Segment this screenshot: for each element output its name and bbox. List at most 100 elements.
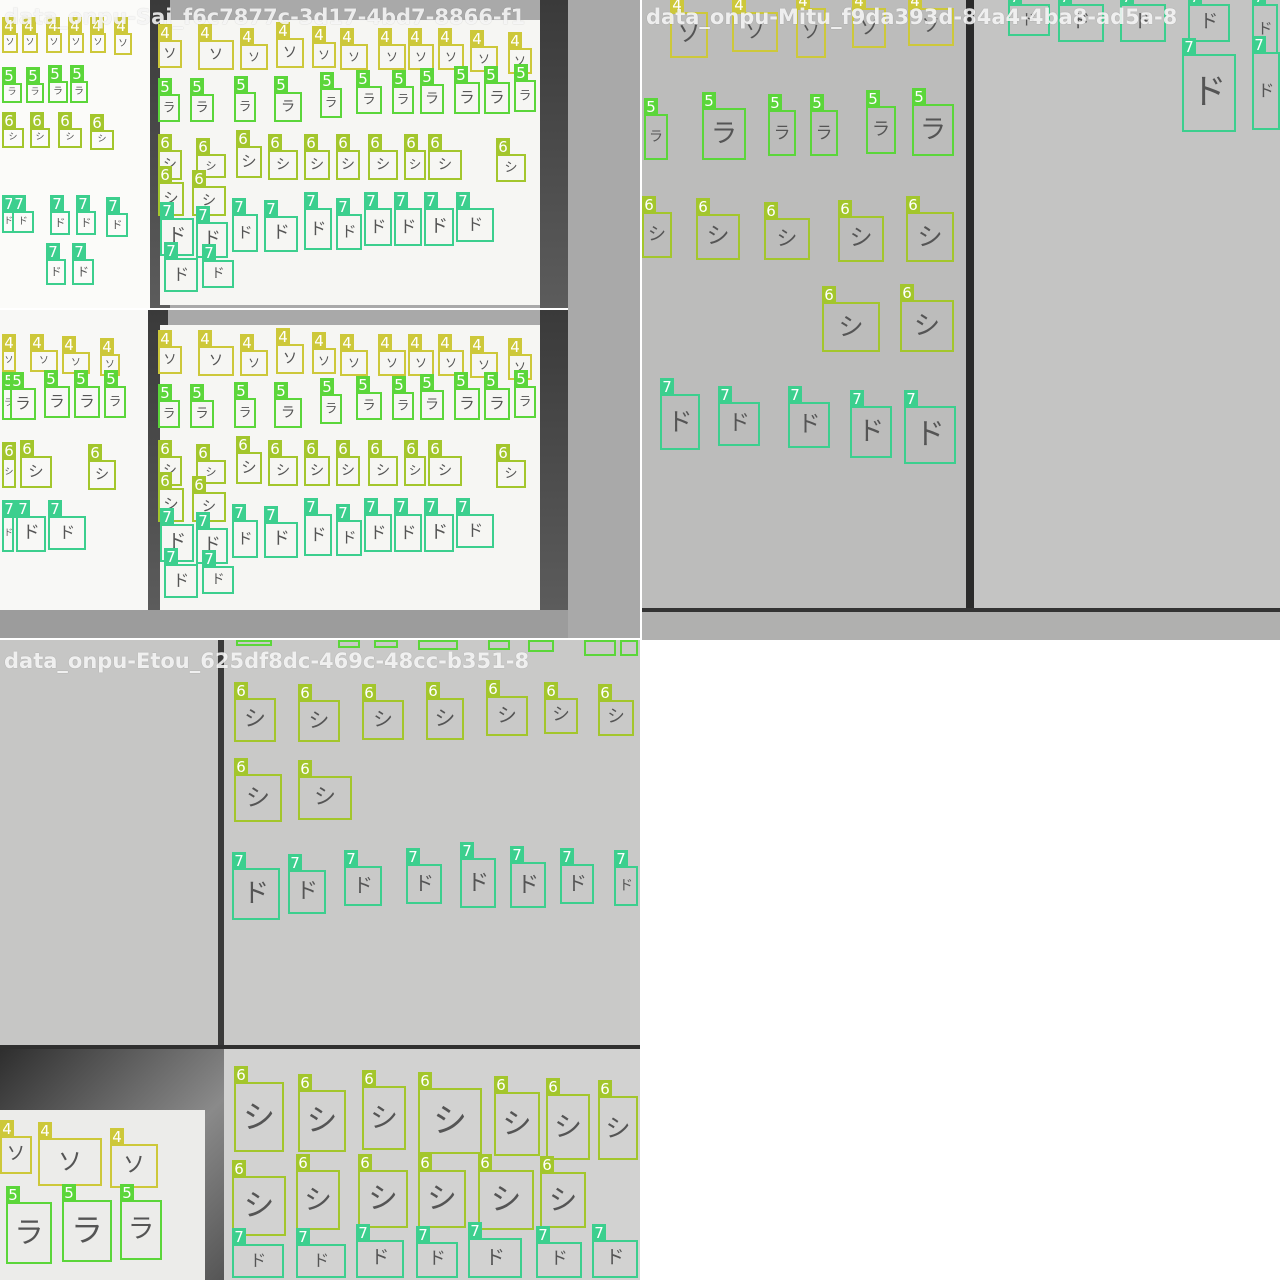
handwritten-glyph: ラ — [71, 1211, 103, 1250]
class-label: 6 — [494, 1076, 508, 1094]
handwritten-glyph: ド — [249, 1250, 267, 1270]
handwritten-glyph: ラ — [238, 98, 252, 114]
class-label: 6 — [30, 112, 44, 130]
detection-box: 5 — [374, 640, 398, 648]
handwritten-glyph: シ — [776, 226, 798, 251]
handwritten-glyph: シ — [849, 225, 873, 252]
class-label: 7 — [164, 242, 178, 260]
handwritten-glyph: ソ — [477, 51, 491, 66]
class-label: 4 — [378, 28, 392, 46]
handwritten-glyph: ラ — [871, 118, 891, 140]
handwritten-glyph: ド — [797, 411, 821, 438]
detection-box: 7ド — [1120, 0, 1166, 42]
handwritten-glyph: ソ — [25, 37, 35, 48]
handwritten-glyph: ド — [550, 1249, 568, 1270]
handwritten-glyph: ド — [309, 218, 327, 239]
class-label: 7 — [2, 500, 16, 518]
class-label: 7 — [456, 498, 470, 516]
class-label: 4 — [508, 32, 522, 50]
class-label: 6 — [234, 682, 248, 700]
class-label: 5 — [392, 70, 406, 88]
handwritten-glyph: ド — [76, 264, 90, 279]
handwritten-glyph: ソ — [317, 353, 331, 368]
handwritten-glyph: ラ — [53, 86, 63, 98]
handwritten-glyph: ド — [466, 869, 490, 896]
handwritten-glyph: シ — [308, 708, 330, 733]
handwritten-glyph: シ — [94, 466, 110, 483]
handwritten-glyph: ド — [167, 225, 187, 247]
class-label: 5 — [6, 1186, 20, 1204]
class-label: 6 — [196, 138, 210, 156]
handwritten-glyph: ド — [167, 531, 187, 553]
handwritten-glyph: シ — [553, 1110, 582, 1143]
tile-title: data_onpu-Etou_625df8dc-469c-48cc-b351-8 — [4, 649, 530, 673]
detection-box: 5 — [584, 640, 616, 656]
handwritten-glyph: シ — [205, 465, 217, 479]
handwritten-glyph: シ — [504, 160, 518, 176]
class-label: 7 — [406, 848, 420, 866]
handwritten-glyph: ド — [466, 520, 484, 540]
handwritten-glyph: ソ — [122, 1153, 145, 1178]
class-label: 6 — [478, 1154, 492, 1172]
photo-gap — [568, 0, 640, 640]
class-label: 7 — [560, 848, 574, 866]
handwritten-glyph: シ — [408, 462, 422, 478]
tile-title: data_onpu-Sai_f6c7877c-3d17-4bd7-8866-f1 — [4, 5, 526, 29]
handwritten-glyph: ソ — [163, 352, 177, 368]
class-label: 7 — [202, 244, 216, 262]
class-label: 6 — [368, 440, 382, 458]
class-label: 7 — [1252, 36, 1266, 54]
class-label: 7 — [510, 846, 524, 864]
handwritten-glyph: シ — [552, 705, 570, 726]
detection-box: 7ド — [1058, 0, 1104, 42]
class-label: 6 — [234, 758, 248, 776]
class-label: 5 — [274, 382, 288, 400]
class-label: 6 — [546, 1078, 560, 1096]
class-label: 5 — [158, 384, 172, 402]
class-label: 4 — [90, 17, 104, 35]
handwritten-glyph: ソ — [57, 1147, 83, 1176]
class-label: 6 — [486, 680, 500, 698]
handwritten-glyph: ド — [567, 872, 587, 896]
class-label: 7 — [460, 842, 474, 860]
handwritten-glyph: ド — [428, 1249, 446, 1270]
handwritten-glyph: シ — [243, 1187, 275, 1224]
class-label: 7 — [1008, 0, 1022, 6]
class-label: 4 — [114, 17, 128, 35]
